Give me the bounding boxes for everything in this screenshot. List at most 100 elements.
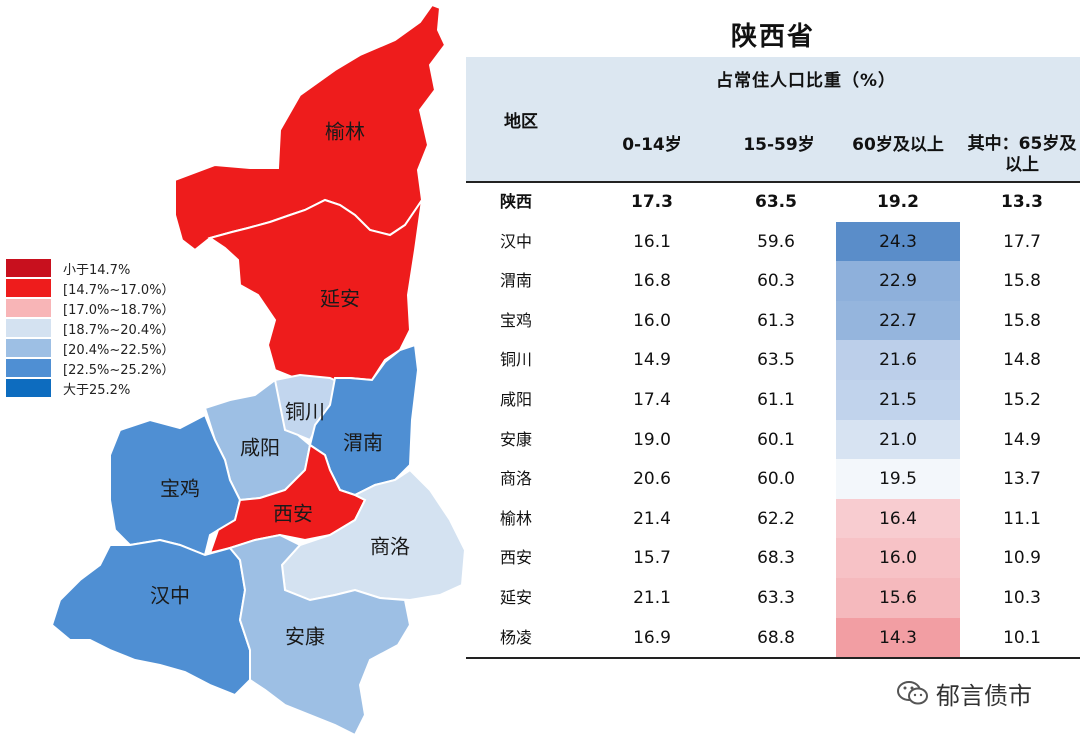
table-row: 汉中 16.1 59.6 24.3 17.7 [466,221,1080,262]
legend-item: [20.4%~22.5%） [6,338,175,358]
value-cell: 21.0 [836,419,960,460]
wechat-icon [897,681,928,705]
table-row: 安康 19.0 60.1 21.0 14.9 [466,419,1080,460]
legend-item: [18.7%~20.4%） [6,318,175,338]
value-cell: 14.8 [1003,350,1041,371]
region-cell: 榆林 [500,508,533,528]
table-row: 延安 21.1 63.3 15.6 10.3 [466,578,1080,618]
table-row: 铜川 14.9 63.5 21.6 14.8 [466,340,1080,381]
value-cell: 15.7 [633,548,671,569]
legend-label: [20.4%~22.5%） [63,342,175,358]
value-cell: 15.6 [836,578,960,618]
value-cell: 16.8 [633,271,671,292]
legend-swatch [6,379,51,397]
map-region-label: 宝鸡 [160,477,200,501]
legend-item: 小于14.7% [6,258,175,278]
value-cell: 24.3 [836,221,960,262]
value-cell: 10.3 [1003,588,1041,608]
region-cell: 商洛 [500,469,533,489]
region-cell: 安康 [500,429,533,449]
value-cell: 14.9 [633,350,671,371]
map-region-label: 延安 [320,287,360,311]
column-header-15-59: 15-59岁 [743,135,815,155]
value-cell: 59.6 [757,231,795,252]
legend-swatch [6,259,51,277]
value-cell: 14.3 [836,617,960,658]
legend-label: [22.5%~25.2%） [63,362,175,378]
map-region-label: 咸阳 [240,436,280,460]
map-region [50,538,251,697]
value-cell: 17.4 [633,390,671,410]
map-region-label: 铜川 [285,400,325,424]
table-row: 陕西 17.3 63.5 19.2 13.3 [466,182,1080,222]
value-cell: 21.1 [633,588,671,608]
legend-label: [17.0%~18.7%） [63,302,175,318]
value-cell: 15.8 [1003,271,1041,292]
map-region [207,198,423,385]
value-cell: 68.3 [757,548,795,569]
watermark: 郁言债市 [896,673,1032,713]
region-cell: 汉中 [500,231,533,251]
table-header: 占常住人口比重（%） 地区 0-14岁 15-59岁 60岁及以上 其中：65岁… [466,57,1080,181]
value-cell: 16.0 [836,538,960,579]
value-cell: 16.0 [633,310,671,331]
value-cell: 17.7 [1003,231,1041,252]
value-cell: 17.3 [631,192,673,212]
region-cell: 杨凌 [500,627,533,647]
column-header-65-plus: 其中：65岁及以上 [967,134,1077,175]
table-row: 榆林 21.4 62.2 16.4 11.1 [466,498,1080,539]
value-cell: 16.1 [633,231,671,252]
column-header-region: 地区 [504,112,538,132]
map-region-label: 商洛 [370,535,410,559]
table-row: 咸阳 17.4 61.1 21.5 15.2 [466,380,1080,420]
map-region-label: 渭南 [343,431,383,455]
legend-item: [22.5%~25.2%） [6,358,175,378]
value-cell: 13.7 [1003,469,1041,490]
value-cell: 20.6 [633,469,671,490]
legend-label: [18.7%~20.4%） [63,322,175,338]
value-cell: 61.3 [757,310,795,331]
map-region-label: 西安 [273,502,313,526]
value-cell: 11.1 [1003,508,1041,529]
value-cell: 16.9 [633,627,671,648]
value-cell: 19.5 [836,459,960,500]
value-cell: 21.6 [836,340,960,381]
value-cell: 21.5 [836,380,960,420]
map-legend: 小于14.7% [14.7%~17.0%） [17.0%~18.7%） [18.7%~… [6,258,175,398]
legend-item: [14.7%~17.0%） [6,278,175,298]
column-header-0-14: 0-14岁 [622,135,682,155]
table-row: 渭南 16.8 60.3 22.9 15.8 [466,261,1080,302]
legend-swatch [6,359,51,377]
value-cell: 63.3 [757,588,795,608]
value-cell: 10.9 [1003,548,1041,569]
legend-label: 小于14.7% [63,262,131,278]
legend-item: 大于25.2% [6,378,175,398]
value-cell: 14.9 [1003,429,1041,450]
value-cell: 63.5 [755,192,797,212]
region-cell: 渭南 [500,271,533,291]
value-cell: 22.7 [836,300,960,341]
value-cell: 60.1 [757,429,795,450]
table-row: 商洛 20.6 60.0 19.5 13.7 [466,459,1080,500]
table-row: 西安 15.7 68.3 16.0 10.9 [466,538,1080,579]
value-cell: 10.1 [1003,627,1041,648]
value-cell: 22.9 [836,261,960,302]
column-header-60-plus: 60岁及以上 [852,135,944,155]
value-cell: 13.3 [1001,192,1043,212]
watermark-text: 郁言债市 [936,681,1032,710]
table-row: 杨凌 16.9 68.8 14.3 10.1 [466,617,1080,658]
legend-swatch [6,319,51,337]
table-rule-bottom [466,657,1080,659]
legend-item: [17.0%~18.7%） [6,298,175,318]
map-region [228,533,412,737]
region-cell: 铜川 [500,350,533,370]
table-rule-top [466,181,1080,183]
value-cell: 21.4 [633,508,671,529]
value-cell: 68.8 [757,627,795,648]
legend-swatch [6,279,51,297]
region-cell: 延安 [500,588,533,607]
value-cell: 19.2 [877,192,919,212]
map-region-label: 汉中 [150,584,190,608]
map-region-label: 安康 [285,625,325,649]
